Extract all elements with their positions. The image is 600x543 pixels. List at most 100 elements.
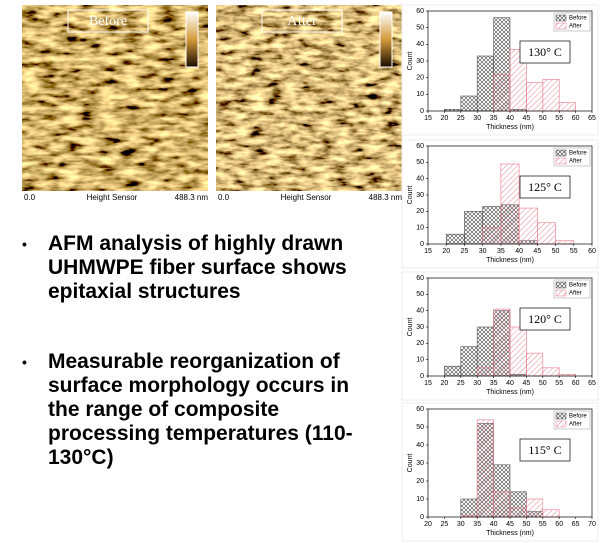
legend-label: After (569, 422, 582, 428)
image-label: Before (89, 14, 127, 29)
y-axis-label: Count (407, 318, 414, 337)
x-tick-label: 50 (539, 380, 547, 387)
x-tick-label: 35 (473, 521, 481, 528)
y-tick-label: 30 (416, 58, 424, 65)
x-axis-label: Thickness (nm) (486, 530, 534, 537)
x-tick-label: 25 (457, 115, 465, 122)
annotation: 120° C (528, 312, 562, 326)
y-axis-label: Count (407, 454, 414, 473)
label-box (67, 9, 149, 33)
bar (476, 55, 494, 112)
y-axis-label: Count (407, 52, 414, 71)
legend-label: Before (569, 414, 587, 420)
annotation-box (519, 40, 571, 64)
x-tick-label: 50 (539, 115, 547, 122)
legend-swatch (555, 412, 567, 420)
x-tick-label: 20 (441, 115, 449, 122)
x-tick-label: 30 (479, 248, 487, 255)
bullet-text: Measurable reorganization of surface mor… (48, 350, 353, 469)
annotation: 125° C (528, 180, 562, 194)
x-tick-label: 40 (506, 115, 514, 122)
x-tick-label: 25 (461, 248, 469, 255)
bar (518, 207, 538, 245)
legend-label: After (569, 159, 582, 165)
x-tick-label: 70 (588, 521, 596, 528)
legend-label: After (569, 291, 582, 297)
x-tick-label: 60 (555, 521, 563, 528)
bar (558, 102, 576, 112)
y-tick-label: 20 (416, 75, 424, 82)
y-tick-label: 50 (416, 424, 424, 431)
y-tick-label: 40 (416, 442, 424, 449)
x-tick-label: 60 (572, 380, 580, 387)
x-tick-label: 40 (506, 380, 514, 387)
legend-swatch (555, 157, 567, 165)
x-tick-label: 25 (457, 380, 465, 387)
x-tick-label: 45 (533, 248, 541, 255)
x-tick-label: 65 (588, 115, 596, 122)
x-tick-label: 40 (490, 521, 498, 528)
y-tick-label: 20 (416, 478, 424, 485)
bar (460, 346, 478, 377)
bar (542, 79, 560, 112)
annotation: 130° C (528, 45, 562, 59)
y-tick-label: 40 (416, 176, 424, 183)
x-tick-label: 45 (523, 115, 531, 122)
bar (493, 491, 511, 518)
annotation-box (519, 307, 571, 331)
legend-label: Before (569, 283, 587, 289)
x-tick-label: 35 (490, 380, 498, 387)
legend-label: Before (569, 16, 587, 22)
y-tick-label: 30 (416, 324, 424, 331)
bar (493, 74, 511, 112)
legend-swatch (555, 420, 567, 428)
bar (500, 163, 520, 245)
bar (509, 326, 527, 377)
x-tick-label: 45 (506, 521, 514, 528)
x-tick-label: 20 (441, 380, 449, 387)
y-tick-label: 0 (420, 373, 424, 380)
x-tick-label: 15 (424, 248, 432, 255)
y-tick-label: 20 (416, 208, 424, 215)
color-bar (185, 11, 199, 68)
y-tick-label: 10 (416, 225, 424, 232)
x-tick-label: 30 (473, 380, 481, 387)
x-tick-label: 15 (424, 115, 432, 122)
x-tick-label: 55 (570, 248, 578, 255)
x-tick-label: 15 (424, 380, 432, 387)
y-tick-label: 30 (416, 460, 424, 467)
y-tick-label: 10 (416, 357, 424, 364)
bar (542, 509, 560, 518)
bar (526, 82, 544, 112)
x-tick-label: 55 (555, 115, 563, 122)
axis-title: Height Sensor (87, 193, 138, 202)
x-axis-label: Thickness (nm) (486, 389, 534, 396)
y-tick-label: 40 (416, 308, 424, 315)
legend-swatch (555, 14, 567, 22)
x-tick-label: 60 (572, 115, 580, 122)
afm-texture (216, 5, 402, 191)
afm-panel: Before After 0.0 Height Sensor 488.3 nm … (22, 5, 402, 202)
x-tick-label: 35 (497, 248, 505, 255)
y-tick-label: 0 (420, 108, 424, 115)
annotation-box (519, 175, 571, 199)
bar (476, 419, 494, 518)
annotation-box (519, 438, 571, 462)
y-tick-label: 30 (416, 192, 424, 199)
x-tick-label: 65 (572, 521, 580, 528)
x-tick-label: 60 (588, 248, 596, 255)
bar (526, 498, 544, 518)
bar (493, 308, 511, 377)
y-tick-label: 10 (416, 496, 424, 503)
bar (526, 352, 544, 377)
y-tick-label: 0 (420, 241, 424, 248)
y-tick-label: 40 (416, 41, 424, 48)
x-tick-label: 35 (490, 115, 498, 122)
bullet: • AFM analysis of highly drawn UHMWPE fib… (22, 232, 362, 304)
color-bar (379, 11, 393, 68)
y-tick-label: 60 (416, 8, 424, 15)
x-tick-label: 55 (539, 521, 547, 528)
x-tick-label: 40 (515, 248, 523, 255)
bar (464, 211, 483, 245)
